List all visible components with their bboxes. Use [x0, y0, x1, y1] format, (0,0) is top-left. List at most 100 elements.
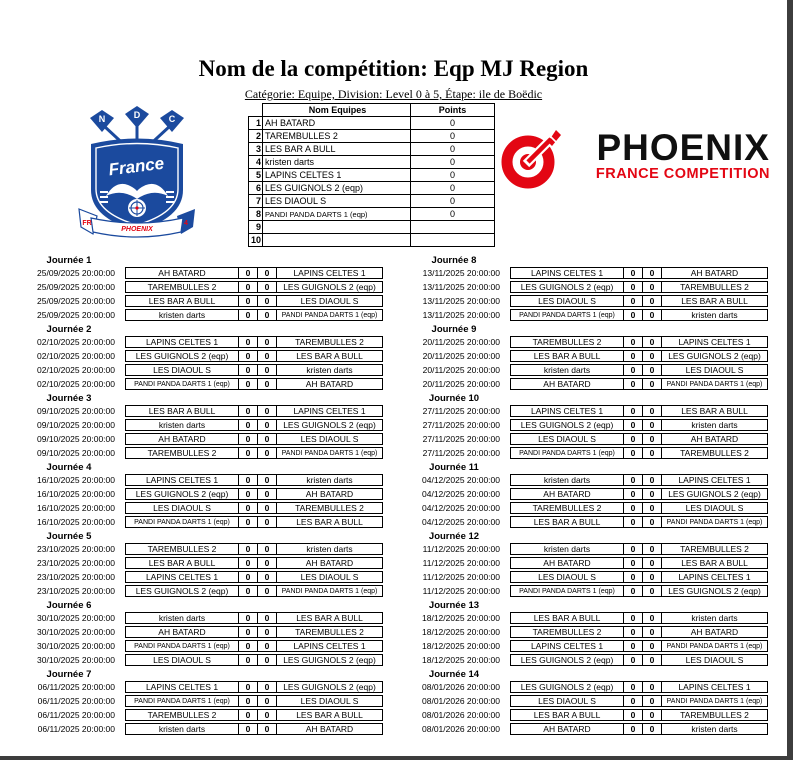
match-datetime: 16/10/2025 20:00:00 [37, 475, 115, 485]
away-team: LES GUIGNOLS 2 (eqp) [662, 488, 768, 500]
match-row: 16/10/2025 20:00:00 PANDI PANDA DARTS 1 (… [13, 516, 383, 528]
away-score: 0 [258, 585, 277, 597]
standings-row: 8 PANDI PANDA DARTS 1 (eqp) 0 [248, 207, 495, 221]
away-team: PANDI PANDA DARTS 1 (eqp) [662, 378, 768, 390]
away-score: 0 [643, 474, 662, 486]
away-score: 0 [643, 295, 662, 307]
home-score: 0 [624, 723, 643, 735]
match-row: 25/09/2025 20:00:00 kristen darts 0 0 PANDI … [13, 309, 383, 321]
home-team: PANDI PANDA DARTS 1 (eqp) [125, 695, 239, 707]
standings-points: 0 [410, 207, 495, 221]
home-score: 0 [624, 447, 643, 459]
home-team: LES DIAOUL S [510, 433, 624, 445]
away-team: AH BATARD [277, 378, 383, 390]
match-row: 18/12/2025 20:00:00 LES GUIGNOLS 2 (eqp) 0… [398, 654, 768, 666]
flight-letter-c: C [169, 114, 176, 124]
away-score: 0 [258, 267, 277, 279]
match-row: 06/11/2025 20:00:00 LAPINS CELTES 1 0 0 LES … [13, 681, 383, 693]
home-team: LAPINS CELTES 1 [125, 571, 239, 583]
away-team: LES BAR A BULL [277, 350, 383, 362]
ribbon-phoenix-text: PHOENIX [121, 226, 154, 233]
away-team: AH BATARD [662, 433, 768, 445]
match-datetime: 25/09/2025 20:00:00 [37, 296, 115, 306]
home-score: 0 [624, 571, 643, 583]
away-score: 0 [258, 309, 277, 321]
match-datetime: 04/12/2025 20:00:00 [422, 489, 500, 499]
home-team: PANDI PANDA DARTS 1 (eqp) [510, 309, 624, 321]
journee-block: Journée 8 13/11/2025 20:00:00 LAPINS CELTE… [398, 254, 768, 321]
standings-team-name: kristen darts [262, 155, 411, 169]
match-row: 18/12/2025 20:00:00 TAREMBULLES 2 0 0 AH BAT… [398, 626, 768, 638]
standings-team-name: LES DIAOUL S [262, 194, 411, 208]
match-datetime: 23/10/2025 20:00:00 [37, 544, 115, 554]
match-datetime: 20/11/2025 20:00:00 [422, 337, 500, 347]
away-team: LES GUIGNOLS 2 (eqp) [277, 281, 383, 293]
match-row: 09/10/2025 20:00:00 AH BATARD 0 0 LES DIAOUL… [13, 433, 383, 445]
standings-points: 0 [410, 194, 495, 208]
home-score: 0 [624, 474, 643, 486]
home-team: PANDI PANDA DARTS 1 (eqp) [125, 640, 239, 652]
away-team: LES BAR A BULL [277, 516, 383, 528]
home-team: kristen darts [510, 474, 624, 486]
match-row: 08/01/2026 20:00:00 AH BATARD 0 0 kristen da… [398, 723, 768, 735]
away-team: LES BAR A BULL [662, 405, 768, 417]
away-team: LAPINS CELTES 1 [662, 336, 768, 348]
match-datetime: 11/12/2025 20:00:00 [422, 586, 500, 596]
match-row: 04/12/2025 20:00:00 TAREMBULLES 2 0 0 LES DI… [398, 502, 768, 514]
journee-block: Journée 1 25/09/2025 20:00:00 AH BATARD 0 0 L… [13, 254, 383, 321]
match-row: 13/11/2025 20:00:00 LAPINS CELTES 1 0 0 AH B… [398, 267, 768, 279]
away-score: 0 [643, 488, 662, 500]
match-row: 25/09/2025 20:00:00 LES BAR A BULL 0 0 LES D… [13, 295, 383, 307]
away-team: kristen darts [277, 543, 383, 555]
away-score: 0 [258, 281, 277, 293]
journee-title: Journée 3 [46, 393, 92, 404]
match-datetime: 25/09/2025 20:00:00 [37, 310, 115, 320]
schedule-col-left: Journée 1 25/09/2025 20:00:00 AH BATARD 0 0 L… [13, 254, 383, 737]
journee-title: Journée 10 [428, 393, 480, 404]
standings-row: 9 [248, 220, 495, 234]
match-datetime: 16/10/2025 20:00:00 [37, 503, 115, 513]
match-datetime: 08/01/2026 20:00:00 [422, 724, 500, 734]
standings-points [410, 233, 495, 247]
home-score: 0 [624, 640, 643, 652]
match-row: 11/12/2025 20:00:00 kristen darts 0 0 TAREMB… [398, 543, 768, 555]
match-datetime: 30/10/2025 20:00:00 [37, 627, 115, 637]
home-team: LES BAR A BULL [510, 709, 624, 721]
match-row: 16/10/2025 20:00:00 LAPINS CELTES 1 0 0 kris… [13, 474, 383, 486]
match-row: 30/10/2025 20:00:00 kristen darts 0 0 LES BA… [13, 612, 383, 624]
away-team: LES GUIGNOLS 2 (eqp) [662, 585, 768, 597]
phoenix-brand-tagline: FRANCE COMPETITION [595, 166, 770, 182]
away-score: 0 [643, 709, 662, 721]
standings-team-name [262, 233, 411, 247]
home-team: TAREMBULLES 2 [125, 281, 239, 293]
home-score: 0 [624, 488, 643, 500]
away-score: 0 [643, 309, 662, 321]
home-score: 0 [624, 695, 643, 707]
away-score: 0 [258, 336, 277, 348]
match-datetime: 02/10/2025 20:00:00 [37, 379, 115, 389]
standings-header-row: Nom Equipes Points [249, 103, 495, 117]
journee-block: Journée 9 20/11/2025 20:00:00 TAREMBULLES … [398, 323, 768, 390]
standings-rank: 4 [248, 155, 263, 169]
match-row: 11/12/2025 20:00:00 LES DIAOUL S 0 0 LAPINS … [398, 571, 768, 583]
home-score: 0 [239, 433, 258, 445]
standings-points: 0 [410, 129, 495, 143]
away-score: 0 [643, 267, 662, 279]
match-datetime: 30/10/2025 20:00:00 [37, 613, 115, 623]
journee-block: Journée 2 02/10/2025 20:00:00 LAPINS CELTE… [13, 323, 383, 390]
home-score: 0 [239, 267, 258, 279]
match-row: 02/10/2025 20:00:00 PANDI PANDA DARTS 1 (… [13, 378, 383, 390]
standings-rank: 1 [248, 116, 263, 130]
match-row: 23/10/2025 20:00:00 LAPINS CELTES 1 0 0 LES … [13, 571, 383, 583]
home-score: 0 [239, 695, 258, 707]
away-team: LES BAR A BULL [662, 557, 768, 569]
away-team: LES DIAOUL S [277, 571, 383, 583]
match-datetime: 18/12/2025 20:00:00 [422, 641, 500, 651]
crest-shield [91, 138, 183, 231]
home-score: 0 [624, 295, 643, 307]
home-score: 0 [624, 433, 643, 445]
home-score: 0 [239, 405, 258, 417]
standings-team-name: AH BATARD [262, 116, 411, 130]
match-datetime: 20/11/2025 20:00:00 [422, 365, 500, 375]
